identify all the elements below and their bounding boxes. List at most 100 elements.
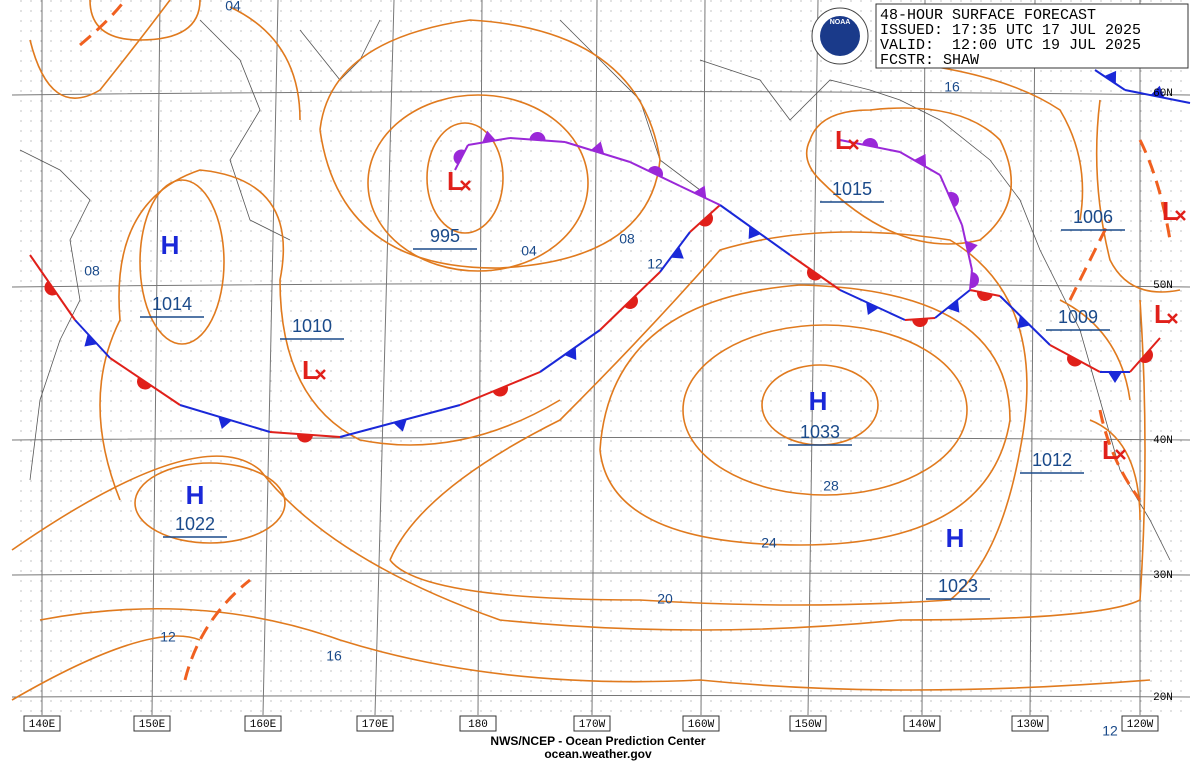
latitude-label: 20N <box>1153 692 1173 704</box>
isobar-label: 04 <box>225 0 241 14</box>
pressure-centers: H 1014 L 1010 L 995 H 1022 H 1033 L 1015 L 1006 L 1009 L… <box>140 125 1186 600</box>
cold-front-pip <box>1104 70 1117 84</box>
warm-front-pip <box>977 291 993 301</box>
low-cross <box>460 180 471 191</box>
isobar-label: 12 <box>1102 723 1118 739</box>
warm-front-pip <box>807 267 822 281</box>
warm-front-pip <box>529 131 546 141</box>
cold-front-pip <box>670 246 684 259</box>
longitude-box <box>244 715 282 732</box>
center-symbol: H <box>946 523 965 553</box>
isobar-label: 12 <box>647 256 663 272</box>
center-pressure: 1009 <box>1058 307 1098 327</box>
cold-front-pip <box>564 346 577 361</box>
warm-front-pip <box>492 385 508 397</box>
warm-front-pip <box>453 149 466 165</box>
center-pressure: 1014 <box>152 294 192 314</box>
logo-text: NOAA <box>830 19 851 26</box>
footer-line2: ocean.weather.gov <box>544 747 652 761</box>
longitude-box <box>459 715 497 732</box>
warm-front-pip <box>699 213 713 227</box>
warm-front-pip <box>296 433 313 443</box>
longitude-label: 140W <box>909 719 936 731</box>
header-issued: ISSUED: 17:35 UTC 17 JUL 2025 <box>880 22 1141 39</box>
cold-front-pip <box>1017 315 1030 329</box>
center-symbol: L <box>835 125 851 155</box>
center-pressure: 1015 <box>832 179 872 199</box>
longitude-box <box>23 715 61 732</box>
map-background <box>12 0 1190 715</box>
header-valid: VALID: 12:00 UTC 19 JUL 2025 <box>880 37 1141 54</box>
isobar-label: 20 <box>657 591 673 607</box>
longitude-label: 180 <box>468 719 488 731</box>
cold-front-pip <box>748 225 761 239</box>
low-cross <box>1115 449 1126 460</box>
center-symbol: H <box>186 480 205 510</box>
center-symbol: L <box>302 355 318 385</box>
longitude-label: 120W <box>1127 719 1154 731</box>
isobar-label: 24 <box>761 535 777 551</box>
isobar-label: 12 <box>160 629 176 645</box>
isobar-label: 08 <box>619 231 635 247</box>
longitude-box <box>789 715 827 732</box>
center-pressure: 1022 <box>175 514 215 534</box>
center-symbol: L <box>1154 299 1170 329</box>
latitude-label: 50N <box>1153 280 1173 292</box>
longitude-label: 160E <box>250 719 277 731</box>
center-pressure: 1033 <box>800 422 840 442</box>
center-symbol: H <box>809 386 828 416</box>
isobar-label: 28 <box>823 478 839 494</box>
warm-front-pip <box>44 280 58 296</box>
warm-front-pip <box>970 272 979 288</box>
center-symbol: L <box>1162 196 1178 226</box>
cold-front-pip <box>393 419 407 432</box>
center-pressure: 995 <box>430 226 460 246</box>
latitude-label: 60N <box>1153 88 1173 100</box>
warm-front-pip <box>1139 349 1153 363</box>
header-box <box>875 3 1189 69</box>
latitude-label: 30N <box>1153 570 1173 582</box>
isobar-label: 16 <box>944 79 960 95</box>
longitude-label: 130W <box>1017 719 1044 731</box>
isobar-label: 04 <box>521 243 537 259</box>
longitude-box <box>356 715 394 732</box>
longitude-label: 170E <box>362 719 389 731</box>
center-symbol: L <box>447 166 463 196</box>
cold-front-pip <box>84 333 98 347</box>
isobar-label: 16 <box>326 648 342 664</box>
longitude-label: 150W <box>795 719 822 731</box>
longitude-box <box>133 715 171 732</box>
warm-front-pip <box>862 138 878 148</box>
footer-line1: NWS/NCEP - Ocean Prediction Center <box>490 734 705 748</box>
noaa-logo-inner <box>820 16 860 56</box>
latitude-labels: 60N 50N 40N 30N 20N <box>1153 88 1173 704</box>
cold-front-pip <box>1108 372 1122 383</box>
header-forecaster: FCSTR: SHAW <box>880 52 979 69</box>
isobar-labels: 04 08 04 08 12 16 28 24 20 16 12 12 <box>84 0 1118 739</box>
center-pressure: 1006 <box>1073 207 1113 227</box>
longitude-label: 160W <box>688 719 715 731</box>
low-cross <box>1175 210 1186 221</box>
cold-front-pip <box>693 185 707 199</box>
cold-front-pip <box>1150 85 1165 98</box>
header: NOAA 48-HOUR SURFACE FORECAST ISSUED: 17… <box>811 3 1189 69</box>
cold-front-pip <box>590 141 605 155</box>
troughs <box>79 0 1172 681</box>
cold-front-pip <box>218 416 232 430</box>
warm-front-pip <box>647 166 663 178</box>
warm-front-pip <box>624 295 638 309</box>
longitude-box <box>1011 715 1049 732</box>
longitude-box <box>1121 715 1159 732</box>
longitude-label: 170W <box>579 719 606 731</box>
cold-front-pip <box>913 153 927 167</box>
header-title: 48-HOUR SURFACE FORECAST <box>880 7 1096 24</box>
longitude-label: 150E <box>139 719 166 731</box>
isobars <box>11 0 1181 701</box>
longitude-box <box>903 715 941 732</box>
coastlines <box>19 19 1171 561</box>
low-cross <box>1167 313 1178 324</box>
center-pressure: 1010 <box>292 316 332 336</box>
warm-front-pip <box>912 318 929 328</box>
center-pressure: 1023 <box>938 576 978 596</box>
